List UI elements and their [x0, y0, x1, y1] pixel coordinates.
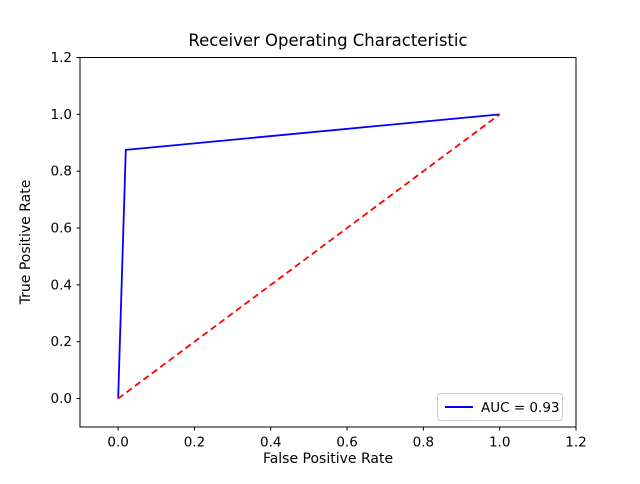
y-tick-label: 0.6	[51, 221, 72, 237]
y-tick-label: 1.2	[51, 50, 72, 66]
x-tick-label: 0.8	[413, 435, 434, 451]
series-chance-diagonal	[117, 113, 501, 400]
axes-frame	[79, 57, 577, 428]
y-tick-label: 0.2	[51, 334, 72, 350]
chart-title: Receiver Operating Characteristic	[188, 31, 467, 50]
x-axis-label: False Positive Rate	[263, 451, 393, 467]
y-axis-label: True Positive Rate	[18, 180, 34, 306]
x-tick-label: 0.0	[107, 435, 128, 451]
y-tick-label: 1.0	[51, 107, 72, 123]
x-tick-label: 1.2	[565, 435, 586, 451]
y-tick-label: 0.0	[51, 391, 72, 407]
x-tick-label: 0.4	[260, 435, 281, 451]
plot-area: 0.0 0.2 0.4 0.6 0.8 1.0 1.2 0.0 0.2 0.4 0.6 0.8 1.0 1…	[51, 50, 587, 451]
x-tick-label: 1.0	[489, 435, 510, 451]
y-tick-label: 0.4	[51, 277, 72, 293]
legend-frame	[437, 393, 563, 421]
x-tick-label: 0.2	[184, 435, 205, 451]
series-roc-curve	[117, 113, 500, 399]
x-tick-label: 0.6	[336, 435, 357, 451]
legend-label: AUC = 0.93	[481, 400, 560, 416]
y-tick-label: 0.8	[51, 164, 72, 180]
legend: AUC = 0.93	[437, 393, 563, 421]
